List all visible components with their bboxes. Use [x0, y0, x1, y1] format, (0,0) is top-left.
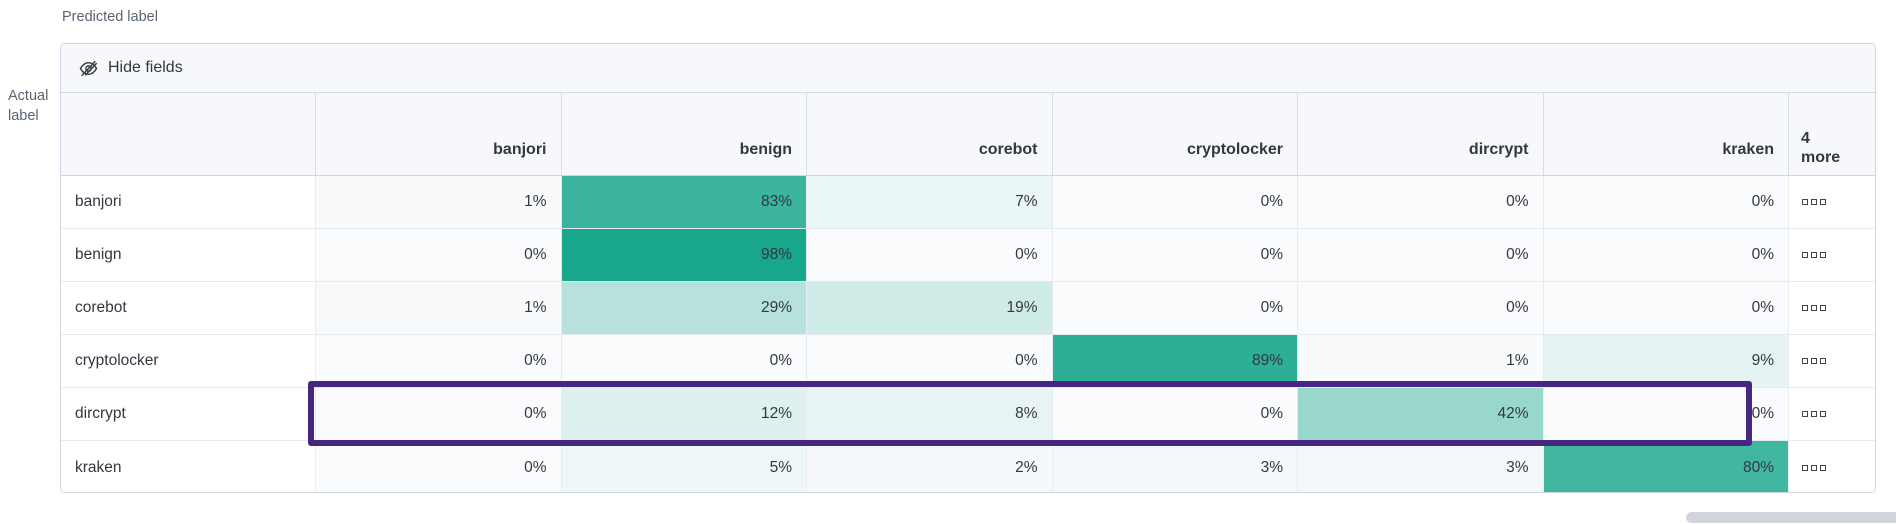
data-grid-panel: Hide fields banjori benign corebot cryptolo…	[60, 43, 1876, 493]
boxes-horizontal-icon	[1820, 252, 1826, 258]
horizontal-scrollbar[interactable]	[1686, 512, 1896, 523]
column-header-banjori[interactable]: banjori	[315, 93, 561, 175]
cell-benign-cryptolocker[interactable]: 0%	[1051, 229, 1297, 281]
table-row-cryptolocker: cryptolocker 0% 0% 0% 89% 1% 9%	[61, 335, 1875, 388]
hide-fields-button[interactable]: Hide fields	[79, 59, 183, 78]
row-label-benign: benign	[61, 229, 315, 281]
row-actions-button[interactable]	[1788, 229, 1875, 281]
boxes-horizontal-icon	[1820, 411, 1826, 417]
boxes-horizontal-icon	[1820, 358, 1826, 364]
predicted-axis-label: Predicted label	[62, 9, 158, 25]
boxes-horizontal-icon	[1820, 305, 1826, 311]
cell-cryptolocker-banjori[interactable]: 0%	[315, 335, 561, 387]
cell-banjori-cryptolocker[interactable]: 0%	[1051, 176, 1297, 228]
table-row-kraken: kraken 0% 5% 2% 3% 3% 80%	[61, 441, 1875, 492]
cell-kraken-cryptolocker[interactable]: 3%	[1051, 441, 1297, 492]
cell-cryptolocker-cryptolocker[interactable]: 89%	[1051, 335, 1297, 387]
actual-axis-label-line2: label	[8, 108, 39, 124]
row-label-kraken: kraken	[61, 441, 315, 492]
corner-header-cell	[61, 93, 315, 175]
boxes-horizontal-icon	[1811, 305, 1817, 311]
cell-corebot-kraken[interactable]: 0%	[1542, 282, 1788, 334]
more-columns-word: more	[1801, 149, 1841, 166]
row-label-dircrypt: dircrypt	[61, 388, 315, 440]
row-actions-button[interactable]	[1788, 388, 1875, 440]
boxes-horizontal-icon	[1802, 464, 1808, 471]
cell-dircrypt-cryptolocker[interactable]: 0%	[1051, 388, 1297, 440]
boxes-horizontal-icon	[1811, 464, 1817, 471]
cell-corebot-corebot[interactable]: 19%	[806, 282, 1052, 334]
table-row-dircrypt: dircrypt 0% 12% 8% 0% 42% 0%	[61, 388, 1875, 441]
cell-benign-banjori[interactable]: 0%	[315, 229, 561, 281]
cell-corebot-dircrypt[interactable]: 0%	[1297, 282, 1543, 334]
cell-kraken-corebot[interactable]: 2%	[806, 441, 1052, 492]
cell-banjori-corebot[interactable]: 7%	[806, 176, 1052, 228]
column-header-kraken[interactable]: kraken	[1542, 93, 1789, 175]
cell-benign-benign[interactable]: 98%	[560, 229, 806, 281]
eye-closed-icon	[79, 59, 98, 78]
boxes-horizontal-icon	[1802, 411, 1808, 417]
hide-fields-label: Hide fields	[108, 59, 183, 76]
actual-axis-label: Actual label	[8, 86, 48, 126]
column-header-cryptolocker[interactable]: cryptolocker	[1051, 93, 1298, 175]
cell-kraken-banjori[interactable]: 0%	[315, 441, 561, 492]
row-label-cryptolocker: cryptolocker	[61, 335, 315, 387]
cell-kraken-dircrypt[interactable]: 3%	[1297, 441, 1543, 492]
row-actions-button[interactable]	[1788, 176, 1875, 228]
cell-dircrypt-banjori[interactable]: 0%	[315, 388, 561, 440]
row-label-banjori: banjori	[61, 176, 315, 228]
table-row-banjori: banjori 1% 83% 7% 0% 0% 0%	[61, 176, 1875, 229]
header-row: banjori benign corebot cryptolocker dircrypt…	[61, 93, 1875, 176]
column-header-dircrypt[interactable]: dircrypt	[1297, 93, 1543, 175]
cell-corebot-benign[interactable]: 29%	[560, 282, 806, 334]
cell-banjori-benign[interactable]: 83%	[560, 176, 806, 228]
cell-banjori-dircrypt[interactable]: 0%	[1297, 176, 1543, 228]
cell-benign-kraken[interactable]: 0%	[1542, 229, 1788, 281]
more-columns-header[interactable]: 4 more	[1788, 93, 1875, 175]
row-actions-button[interactable]	[1788, 282, 1875, 334]
table-row-benign: benign 0% 98% 0% 0% 0% 0%	[61, 229, 1875, 282]
cell-cryptolocker-kraken[interactable]: 9%	[1542, 335, 1788, 387]
boxes-horizontal-icon	[1811, 358, 1817, 364]
boxes-horizontal-icon	[1802, 199, 1808, 205]
cell-banjori-banjori[interactable]: 1%	[315, 176, 561, 228]
column-header-corebot[interactable]: corebot	[806, 93, 1052, 175]
cell-kraken-benign[interactable]: 5%	[560, 441, 806, 492]
cell-cryptolocker-corebot[interactable]: 0%	[806, 335, 1052, 387]
boxes-horizontal-icon	[1820, 199, 1826, 205]
cell-dircrypt-dircrypt[interactable]: 42%	[1297, 388, 1543, 440]
row-actions-button[interactable]	[1788, 335, 1875, 387]
row-label-corebot: corebot	[61, 282, 315, 334]
cell-corebot-banjori[interactable]: 1%	[315, 282, 561, 334]
cell-benign-corebot[interactable]: 0%	[806, 229, 1052, 281]
cell-dircrypt-benign[interactable]: 12%	[560, 388, 806, 440]
boxes-horizontal-icon	[1811, 199, 1817, 205]
grid-toolbar: Hide fields	[61, 44, 1875, 93]
cell-cryptolocker-benign[interactable]: 0%	[560, 335, 806, 387]
boxes-horizontal-icon	[1811, 411, 1817, 417]
cell-corebot-cryptolocker[interactable]: 0%	[1051, 282, 1297, 334]
cell-cryptolocker-dircrypt[interactable]: 1%	[1297, 335, 1543, 387]
cell-benign-dircrypt[interactable]: 0%	[1297, 229, 1543, 281]
boxes-horizontal-icon	[1802, 358, 1808, 364]
more-columns-count: 4	[1801, 130, 1810, 147]
boxes-horizontal-icon	[1802, 252, 1808, 258]
boxes-horizontal-icon	[1820, 464, 1826, 471]
grid-body: banjori 1% 83% 7% 0% 0% 0% benign 0% 98% 0% 0% 0% 0% c…	[61, 176, 1875, 492]
row-actions-button[interactable]	[1788, 441, 1875, 492]
cell-dircrypt-kraken[interactable]: 0%	[1542, 388, 1788, 440]
actual-axis-label-line1: Actual	[8, 88, 49, 104]
table-row-corebot: corebot 1% 29% 19% 0% 0% 0%	[61, 282, 1875, 335]
column-header-benign[interactable]: benign	[560, 93, 807, 175]
cell-dircrypt-corebot[interactable]: 8%	[806, 388, 1052, 440]
cell-banjori-kraken[interactable]: 0%	[1542, 176, 1788, 228]
cell-kraken-kraken[interactable]: 80%	[1542, 441, 1788, 492]
boxes-horizontal-icon	[1802, 305, 1808, 311]
boxes-horizontal-icon	[1811, 252, 1817, 258]
